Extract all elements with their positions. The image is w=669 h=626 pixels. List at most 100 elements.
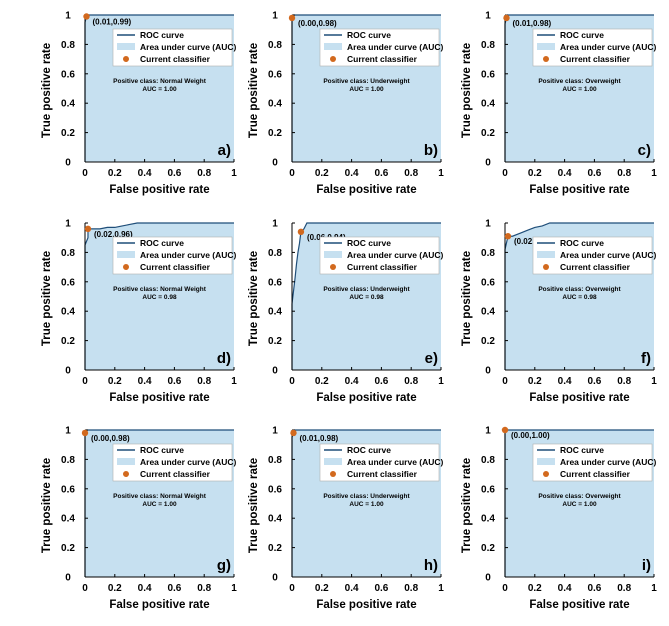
legend-roc-label: ROC curve bbox=[140, 30, 184, 40]
x-tick-label: 0.8 bbox=[617, 583, 631, 594]
x-axis-label: False positive rate bbox=[529, 184, 629, 196]
legend-auc-swatch bbox=[324, 43, 342, 50]
positive-class-text: Positive class: Underweight bbox=[323, 78, 410, 85]
y-tick-label: 0.6 bbox=[61, 277, 75, 288]
y-axis-label: True positive rate bbox=[461, 458, 473, 553]
y-axis-label: True positive rate bbox=[248, 251, 260, 346]
legend-auc-label: Area under curve (AUC) bbox=[140, 42, 237, 52]
legend-classifier-label: Current classifier bbox=[140, 469, 211, 479]
classifier-point-label: (0.00,0.98) bbox=[298, 19, 337, 28]
x-tick-label: 0.2 bbox=[315, 583, 329, 594]
x-tick-label: 1 bbox=[231, 168, 237, 179]
auc-value-text: AUC = 0.98 bbox=[562, 294, 597, 301]
y-tick-label: 1 bbox=[272, 219, 278, 230]
x-tick-label: 0.4 bbox=[345, 376, 359, 387]
legend-auc-swatch bbox=[324, 458, 342, 465]
y-tick-label: 0.6 bbox=[481, 69, 495, 80]
y-tick-label: 0.6 bbox=[481, 484, 495, 495]
legend-auc-swatch bbox=[117, 251, 135, 258]
x-tick-label: 0 bbox=[82, 583, 88, 594]
legend-classifier-swatch bbox=[123, 471, 129, 477]
y-tick-label: 1 bbox=[65, 426, 71, 437]
panel-label: f) bbox=[641, 350, 651, 367]
roc-panel: 0 0.2 0.4 0.6 0.8 1 0 0.2 0.4 0.6 0.8 1 False positi… bbox=[461, 426, 657, 612]
legend-classifier-label: Current classifier bbox=[347, 262, 418, 272]
legend-auc-swatch bbox=[117, 458, 135, 465]
y-tick-label: 0 bbox=[485, 158, 491, 169]
legend-auc-swatch bbox=[537, 251, 555, 258]
roc-curve bbox=[291, 222, 441, 370]
x-tick-label: 0.2 bbox=[528, 583, 542, 594]
x-tick-label: 0.6 bbox=[374, 376, 388, 387]
x-tick-label: 0.6 bbox=[167, 583, 181, 594]
y-tick-label: 0.4 bbox=[268, 99, 282, 110]
legend: ROC curve Area under curve (AUC) Current c… bbox=[319, 443, 444, 482]
legend-classifier-swatch bbox=[123, 264, 129, 270]
positive-class-text: Positive class: Overweight bbox=[538, 78, 621, 85]
auc-value-text: AUC = 1.00 bbox=[142, 86, 177, 93]
x-tick-label: 0.2 bbox=[528, 168, 542, 179]
y-tick-label: 0.4 bbox=[61, 514, 75, 525]
positive-class-text: Positive class: Underweight bbox=[323, 493, 410, 500]
roc-panel: 0 0.2 0.4 0.6 0.8 1 0 0.2 0.4 0.6 0.8 1 False positi… bbox=[461, 219, 657, 405]
x-tick-label: 1 bbox=[438, 583, 444, 594]
legend-auc-label: Area under curve (AUC) bbox=[347, 457, 444, 467]
y-tick-label: 0.2 bbox=[481, 336, 495, 347]
x-tick-label: 0.8 bbox=[617, 168, 631, 179]
y-tick-label: 0.8 bbox=[268, 40, 282, 51]
x-tick-label: 0.8 bbox=[197, 583, 211, 594]
x-tick-label: 0.6 bbox=[587, 583, 601, 594]
legend-auc-label: Area under curve (AUC) bbox=[560, 250, 657, 260]
x-axis-label: False positive rate bbox=[316, 599, 416, 611]
x-tick-label: 0.2 bbox=[108, 376, 122, 387]
y-tick-label: 0.2 bbox=[268, 128, 282, 139]
y-tick-label: 0.8 bbox=[481, 455, 495, 466]
x-tick-label: 0 bbox=[289, 376, 295, 387]
y-axis-label: True positive rate bbox=[41, 43, 53, 138]
y-tick-label: 1 bbox=[65, 219, 71, 230]
x-tick-label: 0.2 bbox=[528, 376, 542, 387]
x-tick-label: 0.4 bbox=[558, 168, 572, 179]
x-tick-label: 0 bbox=[289, 168, 295, 179]
y-tick-label: 0 bbox=[485, 366, 491, 377]
roc-panel: 0 0.2 0.4 0.6 0.8 1 0 0.2 0.4 0.6 0.8 1 False positi… bbox=[248, 219, 444, 405]
panel-label: d) bbox=[217, 350, 231, 367]
x-tick-label: 0.6 bbox=[167, 376, 181, 387]
legend-auc-swatch bbox=[324, 251, 342, 258]
x-tick-label: 0 bbox=[289, 583, 295, 594]
legend-classifier-label: Current classifier bbox=[560, 469, 631, 479]
legend-auc-label: Area under curve (AUC) bbox=[560, 457, 657, 467]
y-tick-label: 0.4 bbox=[481, 514, 495, 525]
y-tick-label: 0.8 bbox=[61, 455, 75, 466]
positive-class-text: Positive class: Underweight bbox=[323, 286, 410, 293]
y-axis-label: True positive rate bbox=[248, 43, 260, 138]
y-tick-label: 0.8 bbox=[481, 40, 495, 51]
x-tick-label: 0.8 bbox=[404, 376, 418, 387]
x-tick-label: 1 bbox=[438, 168, 444, 179]
legend: ROC curve Area under curve (AUC) Current c… bbox=[319, 28, 444, 67]
x-axis-label: False positive rate bbox=[529, 392, 629, 404]
legend-roc-label: ROC curve bbox=[347, 30, 391, 40]
positive-class-text: Positive class: Overweight bbox=[538, 493, 621, 500]
x-tick-label: 1 bbox=[231, 376, 237, 387]
legend-auc-swatch bbox=[117, 43, 135, 50]
current-classifier-point bbox=[501, 426, 509, 434]
legend: ROC curve Area under curve (AUC) Current c… bbox=[319, 236, 444, 275]
x-tick-label: 0 bbox=[502, 168, 508, 179]
panel-label: b) bbox=[424, 142, 438, 159]
y-tick-label: 0.2 bbox=[61, 128, 75, 139]
y-tick-label: 1 bbox=[485, 11, 491, 22]
y-tick-label: 1 bbox=[272, 11, 278, 22]
x-tick-label: 1 bbox=[438, 376, 444, 387]
x-tick-label: 0.8 bbox=[197, 168, 211, 179]
y-tick-label: 0.8 bbox=[61, 40, 75, 51]
y-tick-label: 0.8 bbox=[268, 455, 282, 466]
classifier-point-label: (0.01,0.99) bbox=[92, 17, 131, 26]
auc-value-text: AUC = 1.00 bbox=[562, 86, 597, 93]
legend-classifier-label: Current classifier bbox=[347, 469, 418, 479]
y-tick-label: 0.2 bbox=[268, 543, 282, 554]
classifier-point-label: (0.01,0.98) bbox=[299, 434, 338, 443]
x-axis-label: False positive rate bbox=[316, 184, 416, 196]
y-axis-label: True positive rate bbox=[461, 43, 473, 138]
x-tick-label: 0.4 bbox=[138, 168, 152, 179]
